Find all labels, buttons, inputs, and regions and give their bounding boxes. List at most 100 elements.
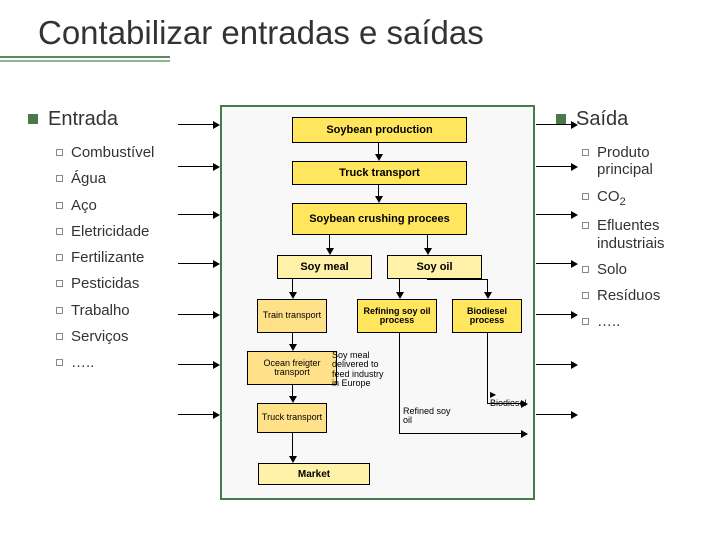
bullet-icon bbox=[556, 114, 566, 124]
arrow-right-icon bbox=[213, 211, 220, 219]
list-item: Solo bbox=[582, 261, 702, 278]
in-arrow bbox=[178, 314, 214, 315]
decor-line-outer bbox=[0, 56, 170, 58]
list-item: Eletricidade bbox=[56, 223, 206, 240]
arrow-right-icon bbox=[571, 361, 578, 369]
connector bbox=[427, 235, 428, 249]
arrow-down-icon bbox=[289, 292, 297, 299]
arrow-right-icon bbox=[521, 430, 528, 438]
list-item: Produto principal bbox=[582, 144, 702, 179]
list-item: Pesticidas bbox=[56, 275, 206, 292]
arrow-down-icon bbox=[484, 292, 492, 299]
out-arrow bbox=[536, 124, 572, 125]
sub-bullet-icon bbox=[56, 307, 63, 314]
box-biodiesel: Biodiesel process bbox=[452, 299, 522, 333]
process-diagram: Soybean production Truck transport Soybe… bbox=[220, 105, 535, 500]
list-item: Água bbox=[56, 170, 206, 187]
box-market: Market bbox=[258, 463, 370, 485]
saida-heading-text: Saída bbox=[576, 108, 628, 130]
box-soy-oil: Soy oil bbox=[387, 255, 482, 279]
list-item: Combustível bbox=[56, 144, 206, 161]
saida-list: Produto principal CO2 Efluentes industri… bbox=[582, 144, 702, 340]
arrow-down-icon bbox=[289, 344, 297, 351]
sub-bullet-icon bbox=[56, 333, 63, 340]
connector bbox=[399, 333, 400, 433]
list-item: Serviços bbox=[56, 328, 206, 345]
box-soy-meal: Soy meal bbox=[277, 255, 372, 279]
connector bbox=[399, 433, 522, 434]
list-item: CO2 bbox=[582, 188, 702, 209]
sub-bullet-icon bbox=[582, 318, 589, 325]
decor-line-inner bbox=[0, 60, 170, 62]
arrow-right-icon bbox=[571, 121, 578, 129]
sub-bullet-icon bbox=[582, 222, 589, 229]
sub-bullet-icon bbox=[582, 149, 589, 156]
connector bbox=[329, 235, 330, 249]
box-truck-transport-eu: Truck transport bbox=[257, 403, 327, 433]
bullet-icon bbox=[28, 114, 38, 124]
sub-bullet-icon bbox=[56, 280, 63, 287]
sub-bullet-icon bbox=[56, 175, 63, 182]
arrow-down-icon bbox=[375, 196, 383, 203]
list-item: ….. bbox=[56, 354, 206, 371]
list-item: Efluentes industriais bbox=[582, 217, 702, 252]
connector bbox=[292, 433, 293, 457]
sub-bullet-icon bbox=[56, 149, 63, 156]
list-item: Resíduos bbox=[582, 287, 702, 304]
connector bbox=[487, 279, 488, 293]
arrow-right-icon bbox=[571, 411, 578, 419]
box-ocean-transport: Ocean freigter transport bbox=[247, 351, 337, 385]
box-truck-transport: Truck transport bbox=[292, 161, 467, 185]
list-item: Trabalho bbox=[56, 302, 206, 319]
sub-bullet-icon bbox=[582, 193, 589, 200]
connector bbox=[487, 333, 488, 403]
in-arrow bbox=[178, 214, 214, 215]
in-arrow bbox=[178, 166, 214, 167]
in-arrow bbox=[178, 364, 214, 365]
box-soy-production: Soybean production bbox=[292, 117, 467, 143]
arrow-right-icon bbox=[213, 361, 220, 369]
sub-bullet-icon bbox=[56, 228, 63, 235]
arrow-right-icon bbox=[213, 311, 220, 319]
arrow-right-icon bbox=[571, 260, 578, 268]
arrow-right-icon bbox=[571, 311, 578, 319]
in-arrow bbox=[178, 414, 214, 415]
sub-bullet-icon bbox=[582, 292, 589, 299]
list-item: ….. bbox=[582, 313, 702, 330]
out-arrow bbox=[536, 414, 572, 415]
arrow-right-icon bbox=[571, 211, 578, 219]
connector bbox=[292, 279, 293, 293]
in-arrow bbox=[178, 124, 214, 125]
arrow-down-icon bbox=[396, 292, 404, 299]
arrow-right-icon bbox=[571, 163, 578, 171]
page-title: Contabilizar entradas e saídas bbox=[38, 14, 484, 52]
arrow-down-icon bbox=[424, 248, 432, 255]
out-arrow bbox=[536, 263, 572, 264]
connector bbox=[427, 279, 488, 280]
saida-heading: Saída bbox=[556, 108, 628, 131]
entrada-heading: Entrada bbox=[28, 108, 118, 131]
box-train-transport: Train transport bbox=[257, 299, 327, 333]
co2-text: CO2 bbox=[597, 188, 702, 209]
arrow-down-icon bbox=[375, 154, 383, 161]
out-arrow bbox=[536, 364, 572, 365]
out-arrow bbox=[536, 314, 572, 315]
arrow-right-icon bbox=[213, 411, 220, 419]
arrow-down-icon bbox=[289, 396, 297, 403]
in-arrow bbox=[178, 263, 214, 264]
label-biodiesel-output: ▶ Biodiesel bbox=[490, 390, 533, 409]
arrow-down-icon bbox=[289, 456, 297, 463]
out-arrow bbox=[536, 166, 572, 167]
sub-bullet-icon bbox=[582, 266, 589, 273]
arrow-right-icon bbox=[213, 121, 220, 129]
label-refined-soy-oil: Refined soy oil bbox=[403, 407, 453, 426]
box-refining: Refining soy oil process bbox=[357, 299, 437, 333]
arrow-right-icon bbox=[213, 163, 220, 171]
sub-bullet-icon bbox=[56, 359, 63, 366]
sub-bullet-icon bbox=[56, 254, 63, 261]
label-soy-meal-delivered: Soy meal delivered to feed industry in E… bbox=[332, 351, 392, 389]
arrow-right-icon bbox=[213, 260, 220, 268]
box-crushing: Soybean crushing procees bbox=[292, 203, 467, 235]
entrada-heading-text: Entrada bbox=[48, 108, 118, 130]
list-item: Aço bbox=[56, 197, 206, 214]
